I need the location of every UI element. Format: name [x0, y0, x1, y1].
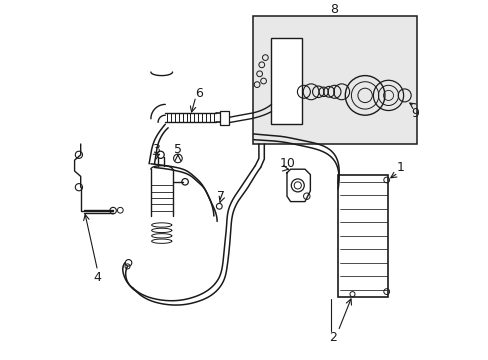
Text: 3: 3	[152, 143, 160, 156]
Bar	[220, 111, 228, 125]
Text: 10: 10	[279, 157, 295, 170]
Text: 1: 1	[396, 161, 404, 174]
Bar	[337, 175, 387, 297]
Text: 8: 8	[329, 3, 337, 15]
Text: 2: 2	[328, 331, 336, 344]
Text: 7: 7	[217, 190, 224, 203]
Bar	[253, 16, 416, 144]
Text: 5: 5	[174, 143, 182, 156]
Text: 4: 4	[94, 271, 102, 284]
Bar	[271, 38, 302, 124]
Text: 9: 9	[411, 107, 419, 120]
Text: 6: 6	[195, 87, 203, 100]
